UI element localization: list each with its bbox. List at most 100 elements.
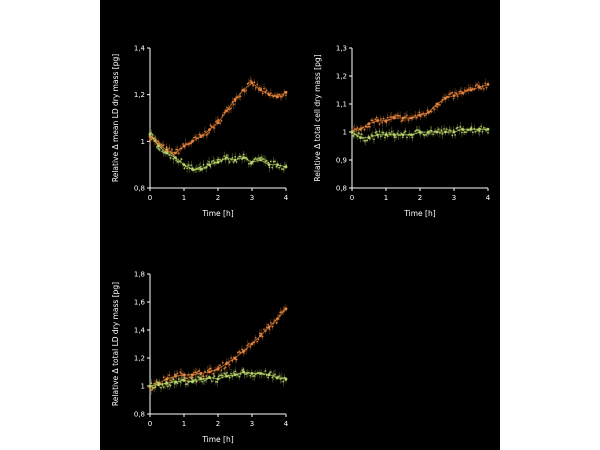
trace-dot	[162, 376, 165, 379]
trace-dot	[450, 129, 452, 132]
trace-dot	[395, 136, 397, 139]
trace-dot	[252, 84, 254, 87]
x-tick-label: 4	[284, 194, 289, 202]
trace-dot	[252, 341, 254, 344]
trace-dot	[465, 131, 467, 134]
trace-dot	[352, 134, 355, 137]
trace-dot	[279, 311, 282, 314]
trace-dot	[226, 371, 228, 374]
trace-dot	[443, 128, 445, 130]
figure-panel: 0,8 1 1,2 1,4 0 1 2 3 4 Time [h] Relative Δ mean L…	[100, 0, 500, 450]
trace-dot	[220, 374, 223, 377]
trace-dot	[256, 83, 259, 86]
trace-dot	[241, 158, 243, 161]
trace-dot	[227, 158, 230, 161]
trace-dot	[269, 92, 272, 95]
trace-dot	[151, 133, 154, 136]
trace-dot	[282, 168, 285, 170]
figure-svg: 0,8 1 1,2 1,4 0 1 2 3 4 Time [h] Relative Δ mean L…	[111, 45, 491, 445]
trace-dot	[269, 371, 272, 373]
trace-dot	[487, 131, 489, 134]
trace-dot	[407, 119, 410, 121]
x-tick-label: 2	[216, 194, 220, 202]
trace-dot	[356, 135, 359, 137]
trace-dot	[410, 134, 412, 137]
trace-dot	[437, 128, 440, 131]
trace-dot	[362, 126, 364, 129]
trace-dot	[419, 132, 422, 135]
trace-dot	[276, 94, 279, 96]
trace-dot	[162, 144, 165, 146]
trace-dot	[267, 92, 270, 95]
trace-dot	[460, 91, 463, 94]
trace-dot	[455, 127, 458, 130]
trace-dot	[471, 131, 474, 134]
y-axis-title: Relative Δ total LD dry mass [pg]	[111, 282, 120, 406]
trace-dot	[268, 328, 271, 331]
trace-dot	[226, 154, 228, 157]
y-tick-label: 0,8	[336, 185, 347, 193]
trace-dot	[239, 351, 242, 354]
trace-dot	[153, 386, 156, 389]
trace-dot	[227, 375, 230, 377]
trace-dot	[169, 151, 172, 154]
trace-dot	[173, 382, 176, 385]
trace-dot	[254, 87, 257, 89]
data-point	[157, 144, 160, 148]
trace-dot	[265, 89, 268, 92]
trace-dot	[392, 116, 395, 118]
trace-dot	[183, 167, 186, 170]
trace-dot	[179, 160, 182, 163]
trace-dot	[256, 340, 259, 343]
trace-dot	[280, 168, 283, 170]
trace-dot	[220, 369, 223, 372]
trace-dot	[249, 162, 252, 165]
trace-dot	[180, 158, 183, 161]
trace-dot	[423, 114, 426, 117]
trace-dot	[366, 126, 369, 128]
trace-dot	[158, 148, 161, 151]
y-tick-label: 1,4	[134, 45, 146, 53]
trace-dot	[436, 130, 439, 133]
data-point	[384, 133, 388, 137]
trace-dot	[371, 119, 374, 122]
trace-dot	[150, 138, 153, 141]
trace-dot	[279, 95, 282, 98]
data-point	[216, 121, 220, 125]
trace-dot	[165, 148, 168, 151]
trace-dot	[448, 93, 451, 96]
trace-dot	[249, 80, 252, 82]
trace-dot	[282, 380, 285, 383]
trace-dot	[429, 129, 432, 132]
trace-dot	[276, 318, 279, 320]
trace-dot	[157, 147, 160, 150]
trace-dot	[179, 147, 182, 150]
trace-dot	[183, 376, 186, 379]
trace-dot	[385, 132, 388, 134]
trace-dot	[168, 154, 171, 156]
trace-dot	[213, 161, 216, 164]
y-tick-label: 0,8	[134, 411, 145, 419]
trace-dot	[480, 87, 483, 90]
trace-dot	[154, 139, 157, 142]
trace-dot	[378, 130, 381, 133]
trace-dot	[210, 380, 213, 383]
trace-dot	[353, 128, 356, 131]
trace-dot	[450, 92, 452, 95]
chart-2: 0,8 0,9 1 1,1 1,2 1,3 0 1 2 3 4 Time [h] Relative Δ …	[313, 45, 491, 219]
trace-dot	[221, 361, 224, 364]
trace-dot	[210, 125, 213, 128]
trace-dot	[428, 111, 430, 114]
trace-dot	[194, 136, 197, 139]
trace-dot	[184, 377, 187, 380]
trace-dot	[404, 116, 407, 119]
trace-dot	[230, 107, 232, 110]
trace-dot	[469, 86, 472, 89]
trace-dot	[445, 128, 448, 131]
trace-dot	[176, 372, 179, 375]
trace-dot	[432, 133, 434, 136]
trace-dot	[423, 134, 426, 136]
trace-dot	[198, 133, 201, 136]
y-tick-label: 1,4	[134, 327, 146, 335]
